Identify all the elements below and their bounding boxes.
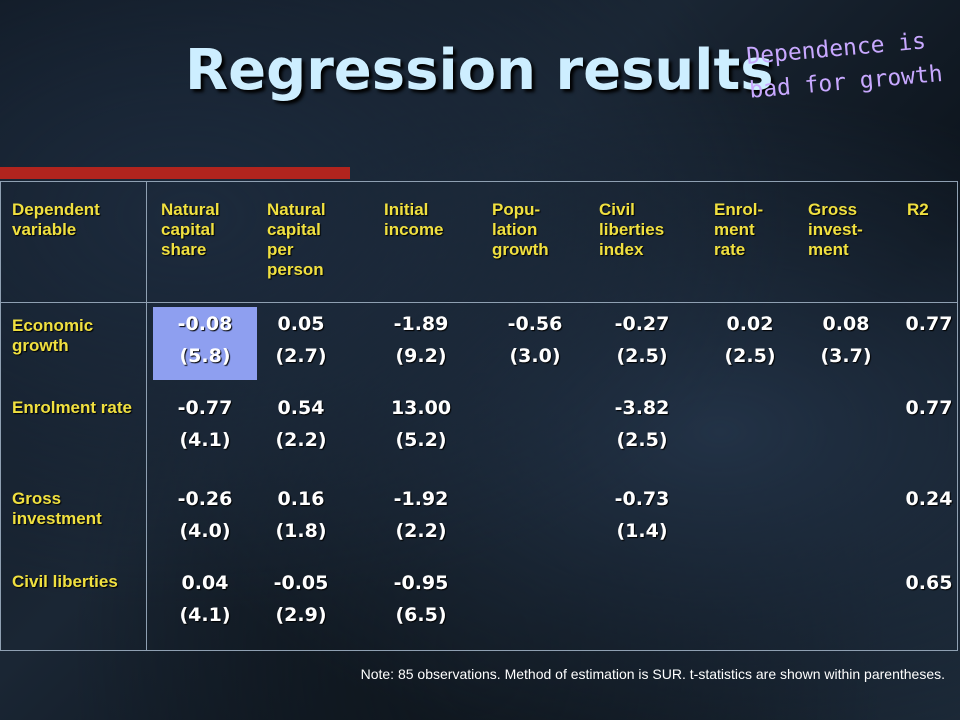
header-r-squared: R2 [907, 200, 929, 219]
coefficient-value: 0.65 [905, 572, 953, 594]
slide-title: Regression results [185, 38, 774, 103]
coefficient-value: 0.77 [905, 397, 953, 419]
header-natural-capital-per-person: Natural capital per person [267, 200, 326, 279]
coefficient-value: 0.54 [277, 397, 325, 419]
t-statistic-value: (2.5) [724, 345, 776, 367]
header-gross-investment: Gross invest- ment [808, 200, 863, 259]
coefficient-value: 0.16 [277, 488, 325, 510]
t-statistic-value: (9.2) [395, 345, 447, 367]
t-statistic-value: (2.2) [395, 520, 447, 542]
coefficient-value: -0.77 [177, 397, 233, 419]
coefficient-value: -0.08 [177, 313, 233, 335]
coefficient-value: 0.05 [277, 313, 325, 335]
row-label-gross-investment: Gross investment [12, 489, 102, 528]
coefficient-value: 0.24 [905, 488, 953, 510]
highlighted-cell [153, 307, 257, 380]
t-statistic-value: (4.0) [179, 520, 231, 542]
row-label-enrolment-rate: Enrolment rate [12, 398, 132, 417]
footnote: Note: 85 observations. Method of estimat… [360, 666, 945, 682]
header-initial-income: Initial income [384, 200, 444, 239]
coefficient-value: 0.02 [726, 313, 774, 335]
coefficient-value: -0.73 [614, 488, 670, 510]
t-statistic-value: (5.2) [395, 429, 447, 451]
header-natural-capital-share: Natural capital share [161, 200, 220, 259]
t-statistic-value: (2.5) [616, 345, 668, 367]
t-statistic-value: (4.1) [179, 429, 231, 451]
t-statistic-value: (5.8) [179, 345, 231, 367]
coefficient-value: -0.27 [614, 313, 670, 335]
header-population-growth: Popu- lation growth [492, 200, 549, 259]
t-statistic-value: (3.7) [820, 345, 872, 367]
coefficient-value: -0.26 [177, 488, 233, 510]
t-statistic-value: (2.2) [275, 429, 327, 451]
header-dependent-variable: Dependent variable [12, 200, 100, 239]
handwritten-annotation: Dependence is bad for growth [745, 28, 944, 104]
t-statistic-value: (1.4) [616, 520, 668, 542]
row-label-civil-liberties: Civil liberties [12, 572, 118, 591]
header-civil-liberties-index: Civil liberties index [599, 200, 665, 259]
coefficient-value: -0.95 [393, 572, 449, 594]
t-statistic-value: (2.9) [275, 604, 327, 626]
coefficient-value: -1.92 [393, 488, 449, 510]
t-statistic-value: (2.7) [275, 345, 327, 367]
title-accent-bar [0, 167, 350, 179]
coefficient-value: 13.00 [390, 397, 452, 419]
regression-table: Dependent variable Natural capital share… [0, 181, 958, 651]
coefficient-value: 0.04 [181, 572, 229, 594]
t-statistic-value: (3.0) [509, 345, 561, 367]
coefficient-value: 0.08 [822, 313, 870, 335]
table-divider-vertical [146, 182, 147, 650]
coefficient-value: -0.05 [273, 572, 329, 594]
t-statistic-value: (4.1) [179, 604, 231, 626]
t-statistic-value: (2.5) [616, 429, 668, 451]
table-divider-horizontal [1, 302, 957, 303]
coefficient-value: -1.89 [393, 313, 449, 335]
coefficient-value: 0.77 [905, 313, 953, 335]
coefficient-value: -0.56 [507, 313, 563, 335]
header-enrolment-rate: Enrol- ment rate [714, 200, 764, 259]
coefficient-value: -3.82 [614, 397, 670, 419]
row-label-economic-growth: Economic growth [12, 316, 94, 355]
t-statistic-value: (6.5) [395, 604, 447, 626]
t-statistic-value: (1.8) [275, 520, 327, 542]
